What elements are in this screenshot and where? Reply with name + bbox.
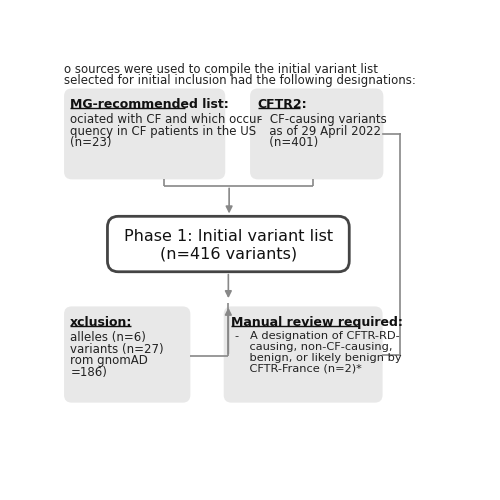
FancyBboxPatch shape xyxy=(64,88,225,180)
FancyBboxPatch shape xyxy=(224,306,382,402)
Text: o sources were used to compile the initial variant list: o sources were used to compile the initi… xyxy=(64,63,378,76)
Text: selected for initial inclusion had the following designations:: selected for initial inclusion had the f… xyxy=(64,74,416,87)
Text: -  CF-causing variants: - CF-causing variants xyxy=(258,113,386,126)
Text: ociated with CF and which occur: ociated with CF and which occur xyxy=(70,113,262,126)
Text: Manual review required:: Manual review required: xyxy=(232,316,404,328)
Text: -   A designation of CFTR-RD-: - A designation of CFTR-RD- xyxy=(234,331,400,341)
Text: causing, non-CF-causing,: causing, non-CF-causing, xyxy=(234,342,392,352)
Text: (n=401): (n=401) xyxy=(258,136,318,149)
Text: xclusion:: xclusion: xyxy=(70,316,132,328)
Text: MG-recommended list:: MG-recommended list: xyxy=(70,98,229,110)
FancyBboxPatch shape xyxy=(108,216,349,272)
Text: as of 29 April 2022: as of 29 April 2022 xyxy=(258,124,381,138)
Text: (n=23): (n=23) xyxy=(70,136,112,149)
Text: alleles (n=6): alleles (n=6) xyxy=(70,331,146,344)
Text: Phase 1: Initial variant list: Phase 1: Initial variant list xyxy=(124,229,333,244)
FancyBboxPatch shape xyxy=(64,306,190,402)
Text: CFTR-France (n=2)*: CFTR-France (n=2)* xyxy=(234,364,362,374)
Text: CFTR2:: CFTR2: xyxy=(258,98,308,110)
FancyBboxPatch shape xyxy=(250,88,384,180)
Text: benign, or likely benign by: benign, or likely benign by xyxy=(234,352,401,362)
Text: =186): =186) xyxy=(70,366,107,378)
Text: quency in CF patients in the US: quency in CF patients in the US xyxy=(70,124,256,138)
Text: variants (n=27): variants (n=27) xyxy=(70,342,164,355)
Text: (n=416 variants): (n=416 variants) xyxy=(160,246,297,262)
Text: rom gnomAD: rom gnomAD xyxy=(70,354,148,367)
